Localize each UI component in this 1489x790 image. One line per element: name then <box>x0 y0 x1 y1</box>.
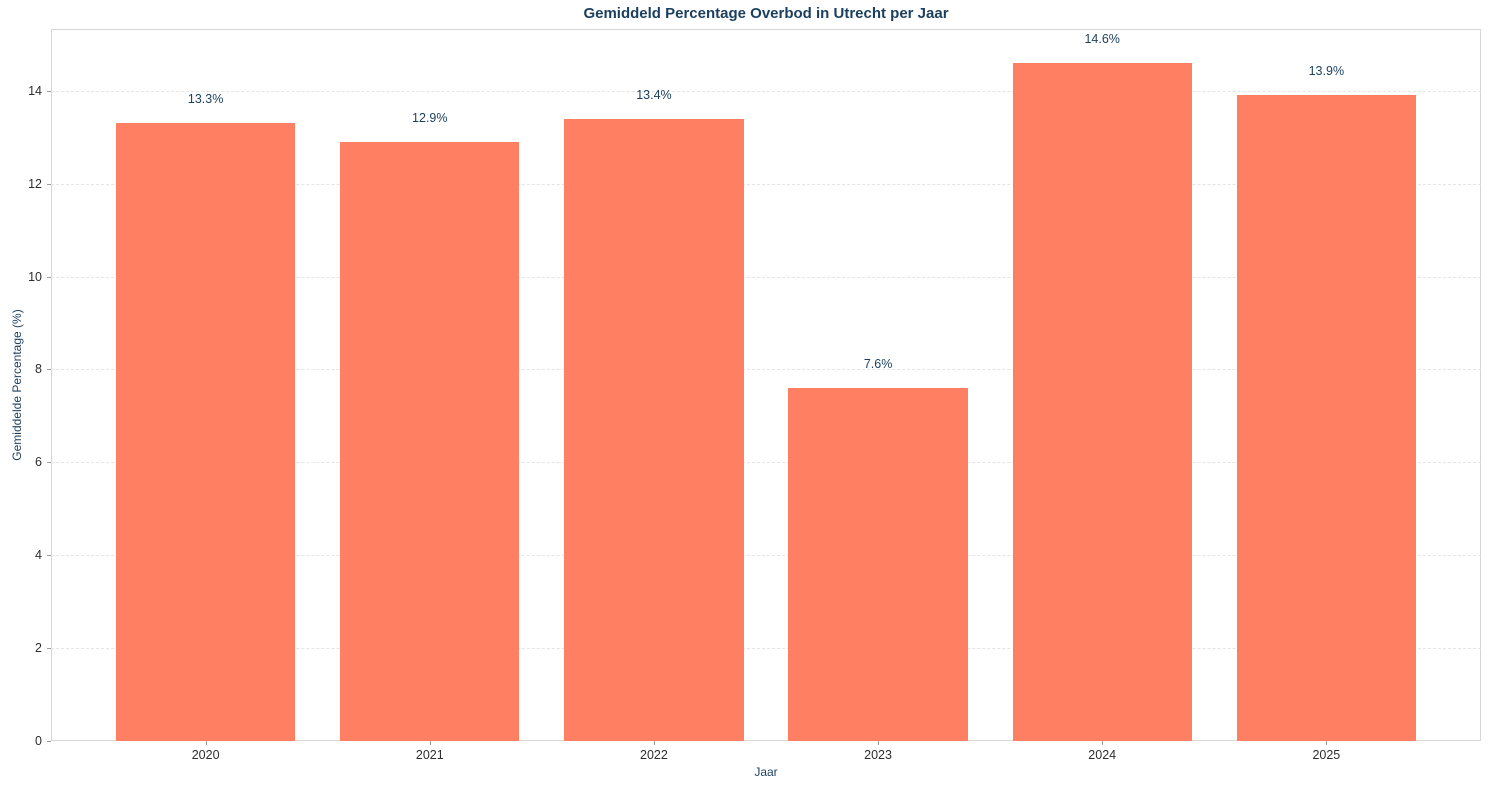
y-axis-label: Gemiddelde Percentage (%) <box>10 309 24 461</box>
bar-2023 <box>788 388 968 741</box>
bar-value-label: 13.9% <box>1308 64 1345 79</box>
gridline-y-10 <box>51 276 1481 278</box>
bar-value-label: 13.4% <box>636 87 672 102</box>
x-tick-label: 2020 <box>191 748 220 762</box>
x-tick-mark <box>429 741 431 745</box>
x-tick-mark <box>1102 741 1104 745</box>
y-tick-mark <box>47 90 51 92</box>
bar-2025 <box>1236 95 1416 741</box>
x-tick-label: 2023 <box>864 748 892 762</box>
y-tick-label: 0 <box>35 734 42 748</box>
chart-title: Gemiddeld Percentage Overbod in Utrecht … <box>583 5 949 22</box>
bar-2024 <box>1012 62 1192 741</box>
x-tick-label: 2025 <box>1312 748 1341 762</box>
x-tick-label: 2024 <box>1088 748 1117 762</box>
x-tick-mark <box>1326 741 1328 745</box>
bar-2020 <box>116 123 296 741</box>
x-axis-label: Jaar <box>754 765 778 779</box>
y-tick-mark <box>47 555 51 557</box>
y-tick-label: 8 <box>35 362 42 377</box>
bar-2021 <box>340 141 520 741</box>
bar-value-label: 12.9% <box>412 110 448 125</box>
y-tick-label: 14 <box>28 83 42 98</box>
y-tick-label: 6 <box>35 455 42 470</box>
gridline-y-2 <box>51 648 1481 650</box>
y-tick-mark <box>47 741 51 742</box>
x-tick-label: 2022 <box>640 748 668 762</box>
bar-value-label: 13.3% <box>187 92 224 107</box>
bar-value-label: 7.6% <box>863 357 893 372</box>
gridline-y-4 <box>51 555 1481 557</box>
y-tick-mark <box>47 648 51 650</box>
gridline-y-12 <box>51 183 1481 185</box>
y-tick-label: 2 <box>35 641 42 656</box>
y-tick-mark <box>47 276 51 278</box>
bar-value-label: 14.6% <box>1084 31 1120 46</box>
x-tick-mark <box>878 741 880 745</box>
gridline-y-8 <box>51 369 1481 371</box>
x-tick-mark <box>205 741 207 745</box>
y-tick-mark <box>47 369 51 371</box>
y-tick-label: 12 <box>28 176 42 191</box>
gridline-y-14 <box>51 90 1481 92</box>
y-tick-mark <box>47 183 51 185</box>
gridline-y-6 <box>51 462 1481 464</box>
y-tick-label: 10 <box>28 269 42 284</box>
y-tick-label: 4 <box>35 548 42 563</box>
x-tick-mark <box>653 741 655 745</box>
x-tick-label: 2021 <box>415 748 444 762</box>
y-tick-mark <box>47 462 51 464</box>
bar-2022 <box>564 118 744 741</box>
